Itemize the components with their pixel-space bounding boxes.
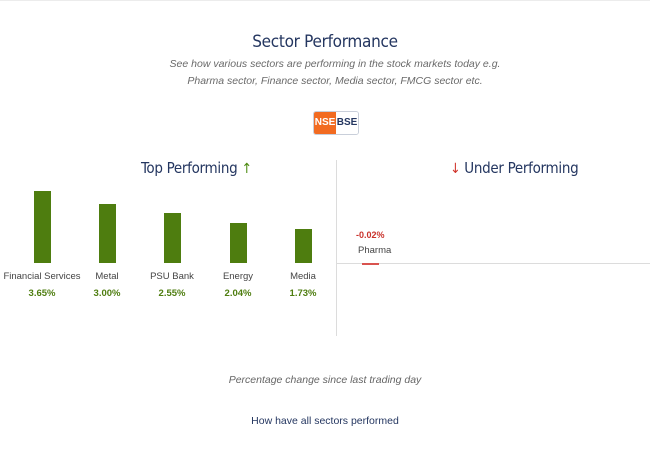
sector-bar-media[interactable] [295,229,312,263]
sector-change: 3.65% [28,288,56,299]
footnote: Percentage change since last trading day [228,374,422,386]
bse-toggle-button[interactable]: BSE [336,112,358,134]
sector-change: 2.04% [224,288,252,299]
under-performing-heading: ↓ Under Performing [450,159,579,177]
all-sectors-link[interactable]: How have all sectors performed [251,415,399,427]
under-performing-label: Under Performing [464,159,579,177]
arrow-up-icon: ↑ [241,161,252,177]
sector-bar-energy[interactable] [230,223,247,263]
sector-label[interactable]: Financial Services [3,271,81,282]
under-sector-label[interactable]: Pharma [358,245,392,256]
nse-toggle-button[interactable]: NSE [314,112,336,134]
sector-label[interactable]: Energy [222,271,254,282]
under-baseline [337,263,650,264]
sector-label[interactable]: Media [290,271,316,282]
sector-bar-pharma[interactable] [362,263,379,265]
top-performing-label: Top Performing [141,159,238,177]
section-divider [336,160,337,336]
page-title: Sector Performance [252,32,398,52]
arrow-down-icon: ↓ [450,161,461,177]
top-border [0,0,650,1]
sector-bar-financial-services[interactable] [34,191,51,263]
exchange-toggle: NSE BSE [313,111,359,135]
page-subtitle: See how various sectors are performing i… [169,58,501,87]
sector-label[interactable]: Metal [95,271,119,282]
sector-bar-metal[interactable] [99,204,116,263]
under-sector-change: -0.02% [356,230,385,240]
top-performing-heading: Top Performing ↑ [141,159,252,177]
sector-change: 1.73% [289,288,317,299]
sector-change: 2.55% [158,288,186,299]
sector-change: 3.00% [93,288,121,299]
sector-label[interactable]: PSU Bank [150,271,194,282]
sector-bar-psu-bank[interactable] [164,213,181,263]
